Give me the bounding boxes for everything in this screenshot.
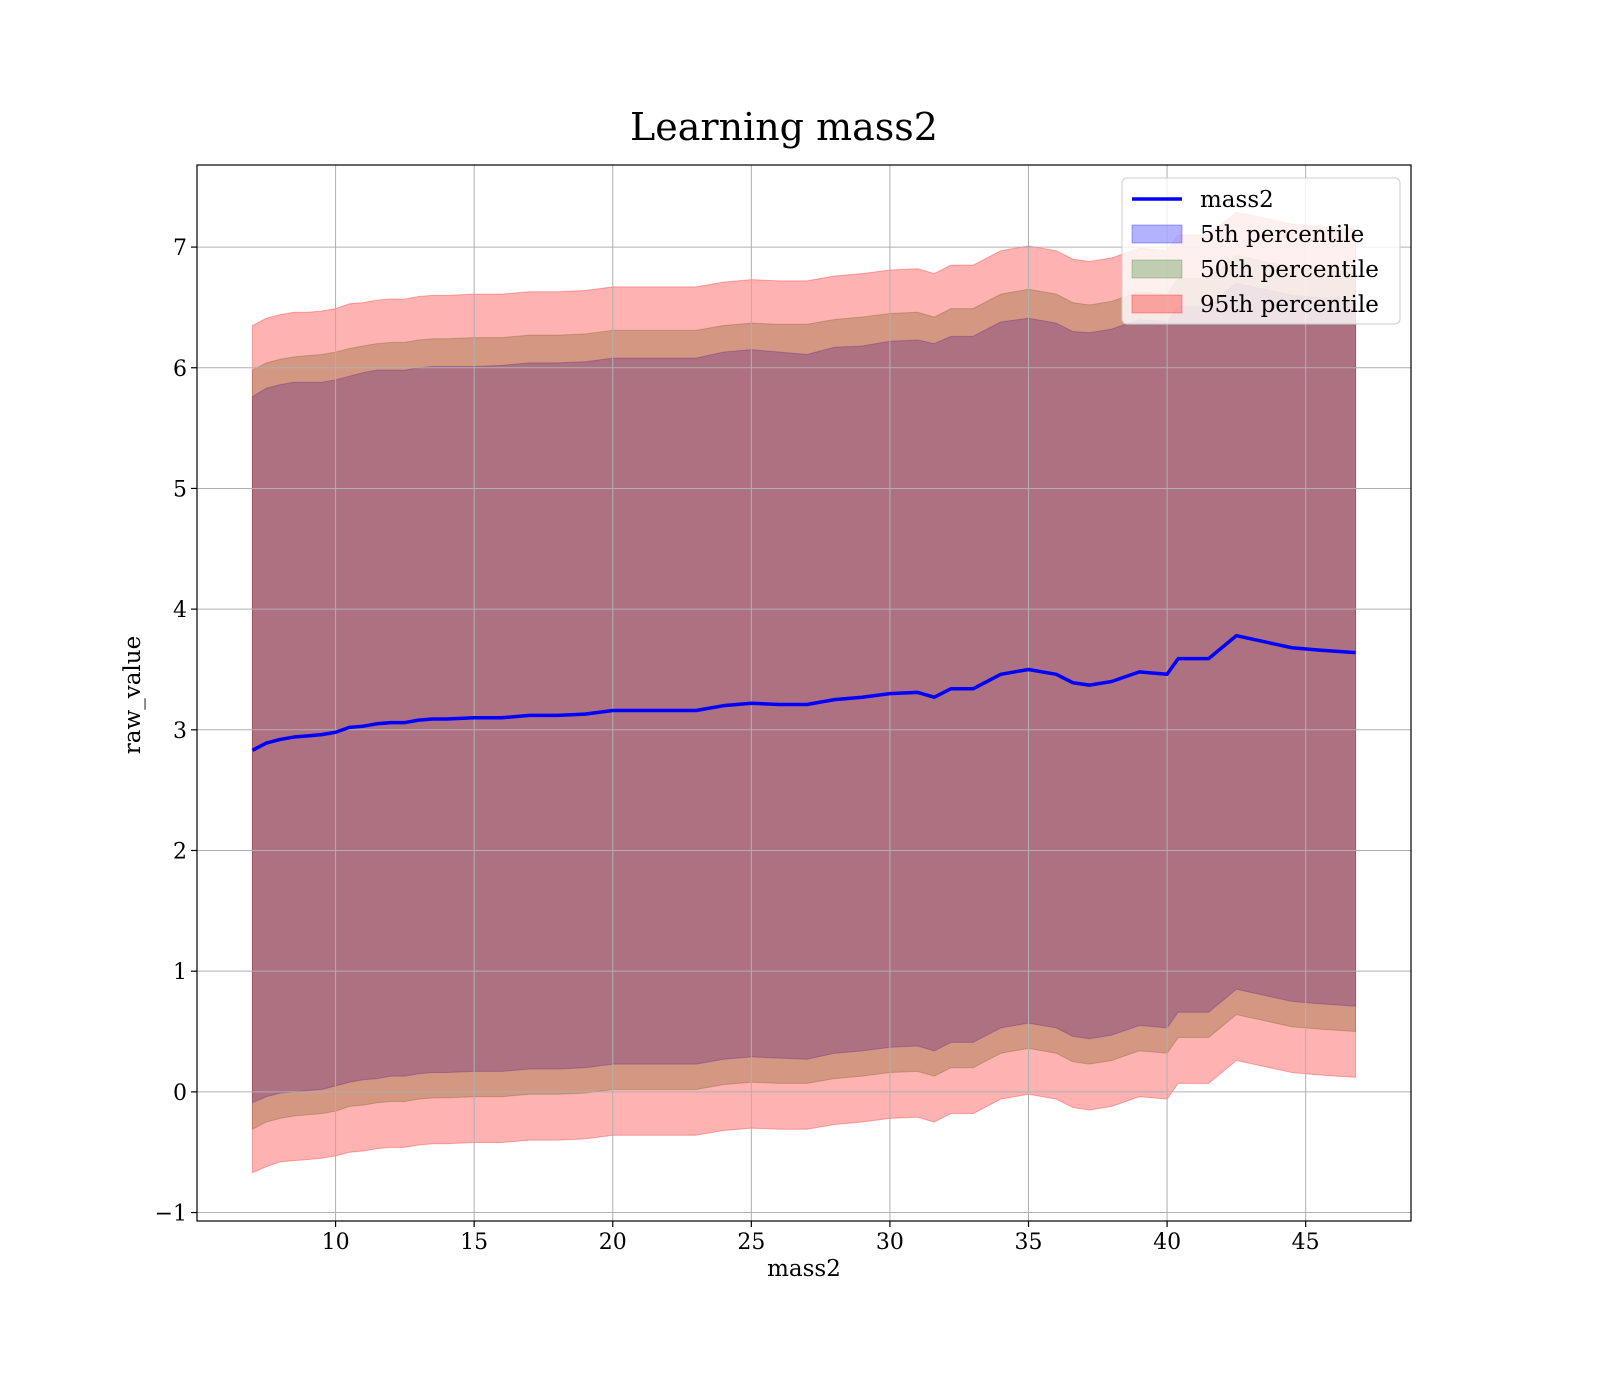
x-axis-label: mass2 xyxy=(767,1256,841,1282)
x-tick-label: 20 xyxy=(599,1230,627,1255)
y-tick-label: 6 xyxy=(173,357,187,382)
legend-swatch-5th-percentile xyxy=(1131,224,1183,244)
legend: mass2 5th percentile 50th percentile 95th p… xyxy=(1121,177,1401,325)
legend-swatch-95th-percentile xyxy=(1131,294,1183,314)
legend-label-mass2: mass2 xyxy=(1200,187,1274,213)
band-95th-percentile xyxy=(251,211,1357,1174)
line-mass2 xyxy=(251,633,1356,752)
y-tick-label: 4 xyxy=(173,598,187,623)
x-tick-label: 25 xyxy=(737,1230,765,1255)
y-tick-label: 1 xyxy=(173,960,187,985)
x-tick-label: 10 xyxy=(322,1230,350,1255)
legend-swatch-50th-percentile xyxy=(1131,259,1183,279)
y-tick-label: −1 xyxy=(155,1202,187,1227)
y-tick-label: 5 xyxy=(173,477,187,502)
y-tick-label: 3 xyxy=(173,719,187,744)
x-tick-label: 35 xyxy=(1015,1230,1043,1255)
y-axis-label: raw_value xyxy=(120,636,146,754)
x-tick-label: 15 xyxy=(460,1230,488,1255)
x-tick-label: 40 xyxy=(1153,1230,1181,1255)
y-tick-label: 0 xyxy=(173,1081,187,1106)
axes-frame xyxy=(196,164,1412,1222)
x-tick-label: 30 xyxy=(876,1230,904,1255)
chart-title: Learning mass2 xyxy=(630,105,938,149)
legend-label-95th-percentile: 95th percentile xyxy=(1200,292,1379,318)
legend-box xyxy=(1121,177,1401,325)
band-50th-percentile xyxy=(251,254,1357,1131)
legend-label-5th-percentile: 5th percentile xyxy=(1200,222,1364,248)
legend-label-50th-percentile: 50th percentile xyxy=(1200,257,1379,283)
y-tick-label: 7 xyxy=(173,236,187,261)
plot-background xyxy=(197,165,1411,1221)
x-tick-label: 45 xyxy=(1292,1230,1320,1255)
y-tick-label: 2 xyxy=(173,839,187,864)
